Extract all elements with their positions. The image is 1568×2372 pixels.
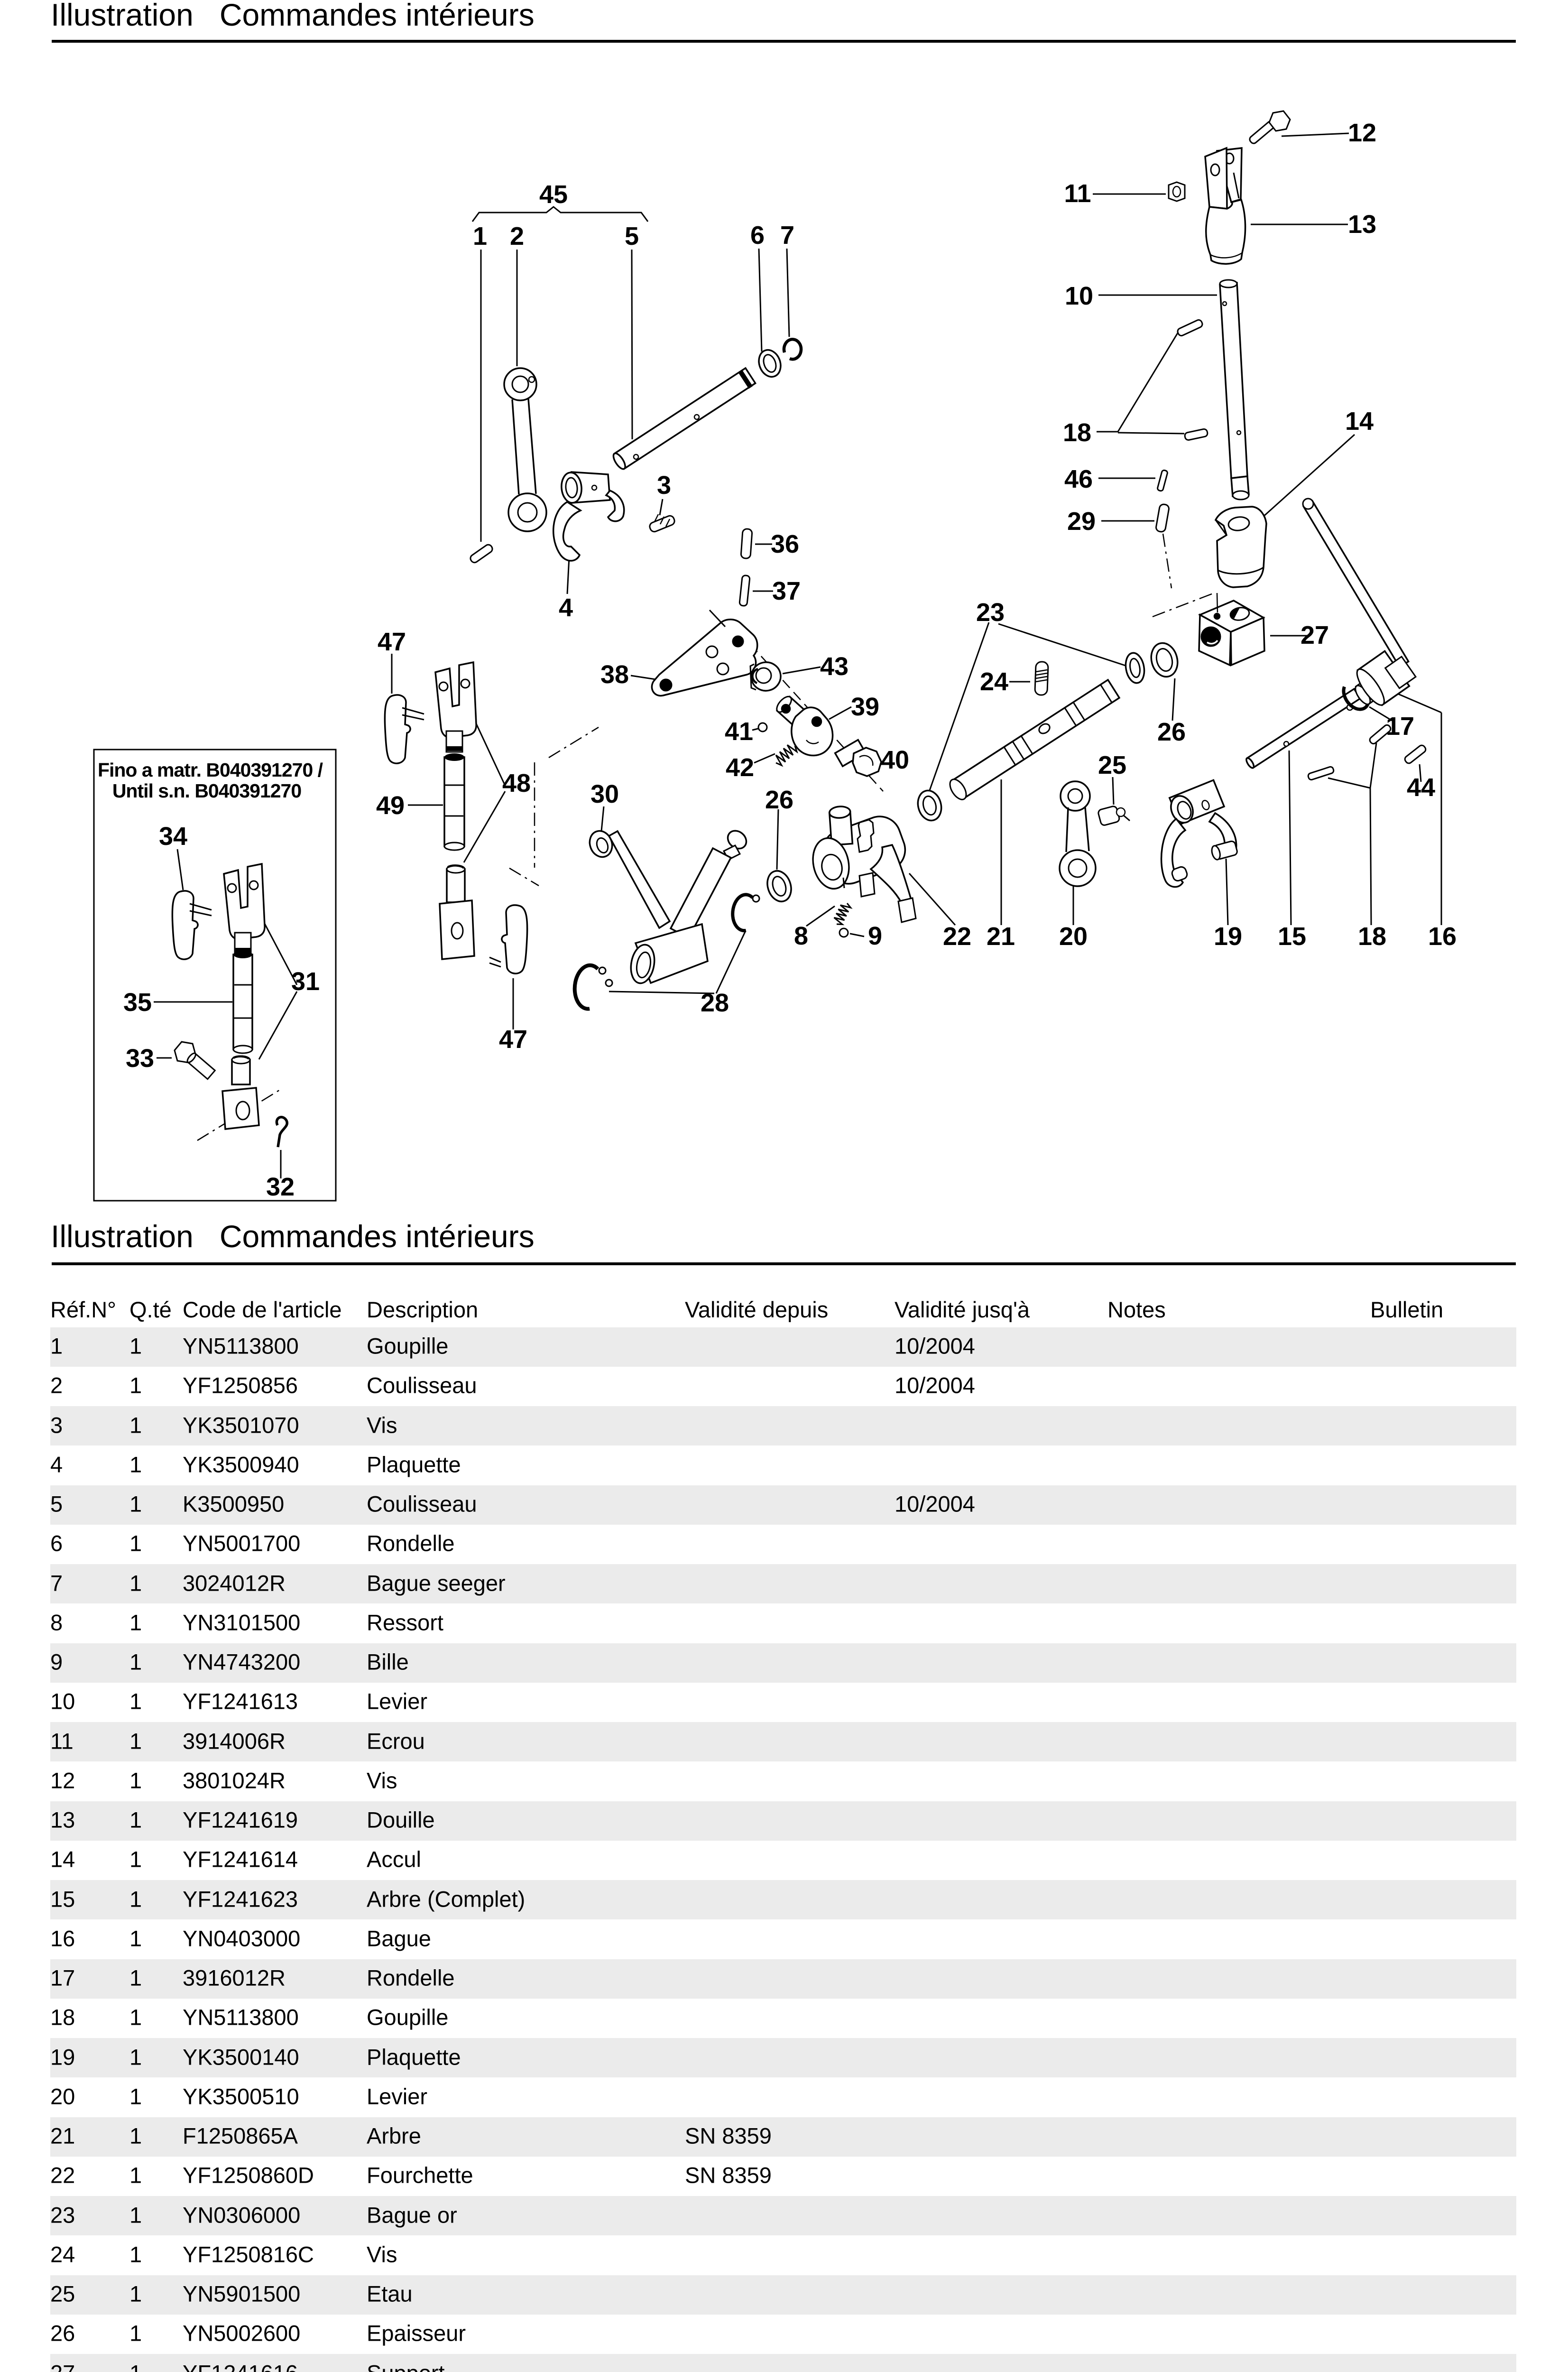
svg-text:33: 33 [126, 1044, 154, 1073]
svg-text:17: 17 [1386, 712, 1414, 741]
svg-text:24: 24 [980, 667, 1008, 696]
svg-text:47: 47 [499, 1025, 527, 1054]
svg-text:45: 45 [539, 180, 568, 209]
svg-text:29: 29 [1067, 507, 1096, 536]
svg-text:12: 12 [1348, 119, 1376, 147]
svg-text:Fino a matr. B040391270 /: Fino a matr. B040391270 / [98, 759, 323, 781]
svg-text:15: 15 [1278, 922, 1306, 951]
svg-text:7: 7 [780, 221, 794, 250]
svg-text:13: 13 [1348, 210, 1376, 239]
svg-text:20: 20 [1059, 922, 1088, 951]
svg-text:48: 48 [502, 769, 531, 797]
svg-text:16: 16 [1428, 922, 1457, 951]
svg-text:Until s.n. B040391270: Until s.n. B040391270 [112, 780, 302, 802]
svg-text:1: 1 [473, 222, 487, 250]
svg-text:34: 34 [159, 822, 187, 851]
svg-text:26: 26 [765, 786, 793, 814]
svg-text:21: 21 [987, 922, 1015, 951]
svg-text:18: 18 [1358, 922, 1386, 951]
svg-text:10: 10 [1065, 282, 1093, 310]
svg-text:43: 43 [820, 652, 849, 681]
svg-text:36: 36 [771, 530, 799, 558]
svg-text:4: 4 [559, 593, 573, 622]
svg-text:3: 3 [657, 471, 671, 500]
svg-text:2: 2 [510, 222, 524, 250]
svg-text:18: 18 [1063, 418, 1091, 447]
svg-text:22: 22 [943, 922, 971, 951]
svg-text:35: 35 [123, 988, 152, 1017]
svg-text:30: 30 [590, 780, 619, 808]
svg-text:49: 49 [376, 791, 405, 820]
svg-text:40: 40 [881, 746, 909, 774]
svg-text:42: 42 [726, 753, 754, 782]
svg-text:26: 26 [1157, 718, 1186, 746]
svg-text:39: 39 [851, 693, 879, 721]
svg-text:14: 14 [1345, 407, 1374, 435]
svg-text:23: 23 [976, 598, 1005, 627]
svg-text:19: 19 [1214, 922, 1242, 951]
svg-text:25: 25 [1098, 751, 1126, 779]
svg-text:8: 8 [794, 922, 808, 950]
svg-text:11: 11 [1064, 179, 1091, 208]
svg-text:9: 9 [868, 922, 882, 950]
svg-text:41: 41 [725, 717, 753, 746]
svg-text:38: 38 [600, 660, 629, 689]
svg-text:6: 6 [750, 221, 765, 250]
svg-text:47: 47 [378, 628, 406, 656]
svg-text:5: 5 [625, 222, 639, 250]
svg-text:37: 37 [772, 577, 801, 605]
svg-text:46: 46 [1064, 465, 1093, 493]
